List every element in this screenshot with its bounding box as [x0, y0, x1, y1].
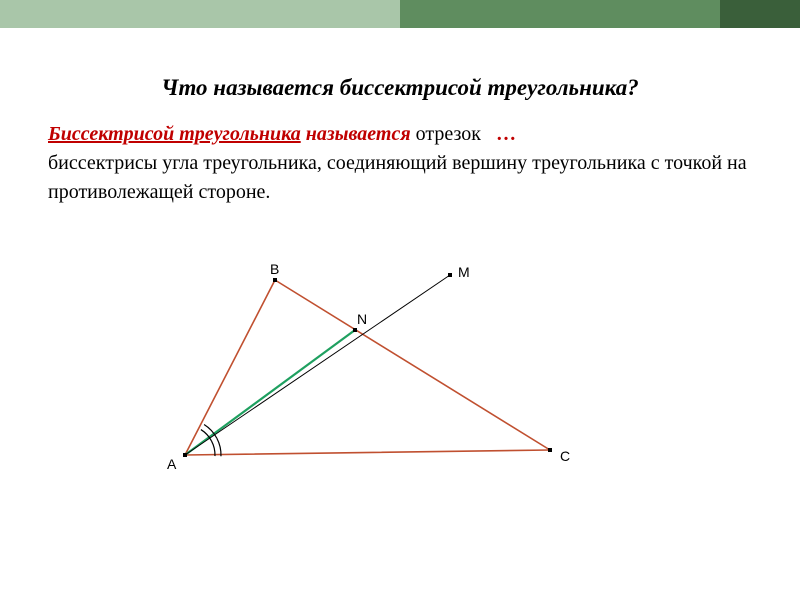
- point-label-M: M: [458, 264, 470, 280]
- page-title: Что называется биссектрисой треугольника…: [0, 75, 800, 101]
- diagram-svg: [155, 255, 585, 475]
- definition-verb: называется: [306, 123, 411, 145]
- definition-continuation: биссектрисы угла треугольника, соединяющ…: [48, 152, 747, 203]
- definition-fill: отрезок: [416, 123, 481, 145]
- stripe-segment: [720, 0, 800, 28]
- geometry-diagram: A B C N M: [155, 255, 585, 475]
- definition-ellipsis: …: [496, 123, 516, 145]
- point-label-C: C: [560, 448, 570, 464]
- point-label-N: N: [357, 311, 367, 327]
- top-stripe: [0, 0, 800, 28]
- definition-text: Биссектрисой треугольника называется отр…: [48, 120, 752, 207]
- point-label-A: A: [167, 456, 176, 472]
- heading-text: Что называется биссектрисой треугольника…: [161, 75, 638, 100]
- point-label-B: B: [270, 261, 279, 277]
- stripe-segment: [400, 0, 720, 28]
- definition-term: Биссектрисой треугольника: [48, 123, 301, 145]
- stripe-segment: [0, 0, 400, 28]
